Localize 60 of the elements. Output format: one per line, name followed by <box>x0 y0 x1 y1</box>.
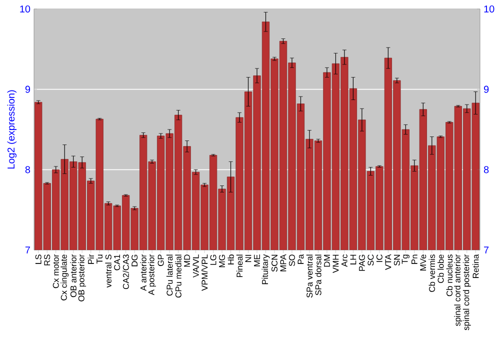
y-tick-label: 10 <box>20 5 30 13</box>
x-tick-label: MPA <box>280 254 286 272</box>
y-tick-label: 9 <box>25 86 30 93</box>
x-tick-label: Pituitary <box>262 254 270 284</box>
x-tick-label: SPa ventral <box>306 254 313 298</box>
x-tick-label: Pineal <box>236 254 243 278</box>
x-tick-label: PAG <box>358 254 365 271</box>
x-tick-label: spinal cord posterior <box>462 254 471 330</box>
x-tick-label: CA2/CA3 <box>122 254 129 290</box>
x-tick-label: Hb <box>228 254 234 264</box>
x-tick-label: Cx cingulate <box>60 254 69 300</box>
x-tick-label: SPa dorsal <box>315 254 322 296</box>
y2-tick-label: 9 <box>484 86 489 93</box>
x-tick-label: NI <box>245 254 252 262</box>
x-tick-label: SC <box>368 254 374 266</box>
x-tick-label: MG <box>219 254 226 268</box>
x-tick-label: VPM/VPL <box>201 254 208 291</box>
x-tick-label: LS <box>35 254 42 264</box>
x-tick-label: SCN <box>272 254 278 272</box>
x-tick-label: Cb vermis <box>428 254 436 292</box>
x-tick-label: MVe <box>420 254 426 270</box>
x-tick-label: RS <box>44 254 50 266</box>
x-tick-label: Cb nucleus <box>446 254 452 296</box>
x-tick-label: VTA <box>385 254 392 270</box>
x-tick-label: CPu medial <box>175 254 182 298</box>
x-tick-label: DG <box>132 254 138 266</box>
y2-tick-label: 7 <box>484 246 489 254</box>
x-tick-label: CPu lateral <box>166 254 173 296</box>
x-tick-label: CA1 <box>114 254 120 270</box>
x-tick-label: VA/VL <box>192 254 199 278</box>
x-tick-label: LG <box>210 254 216 265</box>
x-tick-label: Retina <box>472 254 479 278</box>
x-tick-label: GP <box>158 254 164 266</box>
x-tick-label: Tg <box>402 254 410 264</box>
x-tick-label: A posterior <box>148 254 156 296</box>
x-tick-label: Cb lobe <box>438 254 444 283</box>
x-tick-label: SN <box>394 254 400 266</box>
x-tick-label: VMH <box>332 254 339 273</box>
x-tick-label: Arc <box>341 254 348 267</box>
x-tick-label: DM <box>324 254 330 267</box>
x-tick-label: Cx motor <box>52 254 59 288</box>
y2-tick-label: 8 <box>484 166 489 174</box>
x-tick-label: SO <box>288 254 295 266</box>
x-tick-label: Pa <box>298 254 304 264</box>
x-tick-label: A anterior <box>140 254 146 291</box>
x-tick-label: Pn <box>411 254 418 264</box>
y-tick-label: 8 <box>25 166 30 174</box>
y-tick-label: 7 <box>25 246 30 254</box>
y2-tick-label: 10 <box>484 5 494 13</box>
y-axis-title: Log2 (expression) <box>7 90 17 169</box>
x-tick-label: IC <box>376 254 382 262</box>
x-tick-label: Tu <box>96 254 103 264</box>
x-tick-label: OB posterior <box>78 254 86 302</box>
x-tick-label: MD <box>184 254 190 267</box>
x-tick-label: ME <box>254 254 260 266</box>
x-tick-label: spinal cord anterior <box>454 254 462 326</box>
x-tick-label: Pir <box>88 254 94 264</box>
x-tick-label: LH <box>350 254 356 264</box>
x-tick-label: OB anterior <box>70 254 76 298</box>
x-tick-label: ventral S <box>105 254 112 288</box>
